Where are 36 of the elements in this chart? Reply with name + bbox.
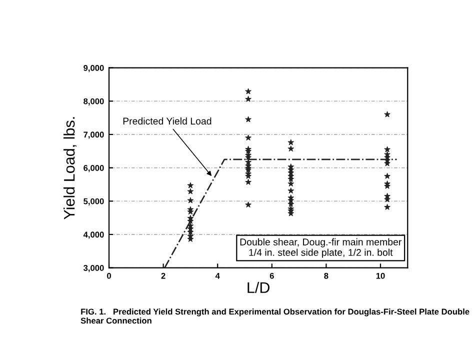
y-tick-label: 5,000 (84, 198, 104, 206)
annotation: Double shear, Doug.-fir main member 1/4 in. steel side plate, 1/2 in. bolt (240, 238, 402, 258)
point (384, 146, 390, 152)
point (384, 111, 390, 118)
point (245, 96, 252, 102)
y-tick-label: 3,000 (84, 265, 104, 272)
point (187, 197, 194, 204)
annotation: Predicted Yield Load (123, 117, 212, 125)
point (245, 88, 252, 94)
x-tick-label: 6 (270, 272, 274, 279)
point (288, 146, 294, 152)
point (187, 228, 194, 235)
caption: FIG. 1. Predicted Yield Strength and Experimental Observation for Douglas-Fir-Steel Plate Double Shear Connection (80, 308, 470, 324)
y-tick-label: 8,000 (84, 98, 104, 106)
y-tick-label: 9,000 (84, 65, 104, 72)
x-tick-label: 0 (107, 272, 111, 279)
point (245, 116, 252, 122)
point (288, 188, 294, 194)
y-axis-title: Yield Load, lbs. (64, 117, 77, 220)
y-tick-label: 4,000 (83, 232, 104, 239)
point (245, 178, 252, 185)
x-tick-label: 8 (324, 272, 328, 279)
point (288, 180, 294, 186)
y-tick-label: 6,000 (84, 165, 104, 172)
point (187, 188, 194, 194)
x-tick-label: 4 (215, 272, 220, 279)
point (384, 172, 390, 179)
point (288, 139, 294, 146)
y-tick-label: 7,000 (84, 132, 104, 139)
x-axis-title: L/D (248, 282, 270, 294)
point (384, 204, 390, 210)
x-tick-label: 2 (161, 272, 166, 279)
point (245, 134, 252, 140)
point (245, 202, 252, 208)
point (187, 182, 194, 188)
x-tick-label: 10 (376, 272, 385, 279)
